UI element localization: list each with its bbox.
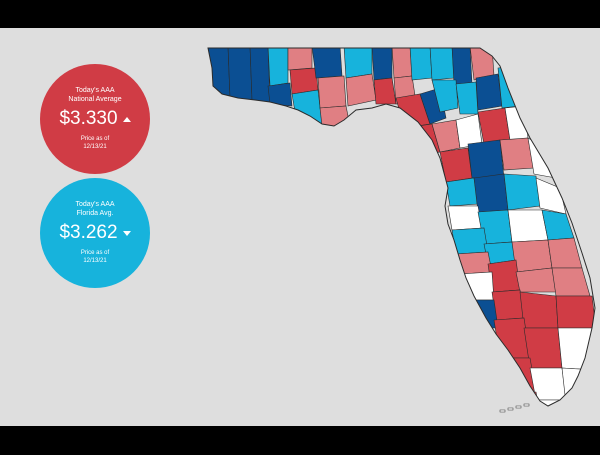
county-region-20 xyxy=(469,48,495,81)
national-asof-date: 12/13/21 xyxy=(83,144,107,150)
florida-average-badge: Today's AAA Florida Avg. $3.262 Price as… xyxy=(40,178,150,288)
florida-price: $3.262 xyxy=(59,222,118,243)
county-region-37 xyxy=(473,173,509,213)
county-region-51 xyxy=(551,267,591,297)
county-region-11 xyxy=(343,48,373,79)
map-panel: Today's AAA National Average $3.330 Pric… xyxy=(0,28,600,426)
county-region-38 xyxy=(503,173,541,211)
county-region-3 xyxy=(267,48,289,87)
price-down-icon xyxy=(122,230,131,236)
county-region-36 xyxy=(445,177,479,207)
county-region-4 xyxy=(267,82,293,107)
county-region-15 xyxy=(391,48,413,79)
national-asof-label: Price as of xyxy=(80,136,110,142)
county-region-30 xyxy=(477,107,511,145)
county-region-9 xyxy=(317,75,347,109)
county-region-56 xyxy=(465,299,499,329)
county-region-1 xyxy=(227,48,253,101)
national-price: $3.330 xyxy=(59,108,118,129)
florida-keys xyxy=(499,403,530,413)
county-region-23 xyxy=(431,79,459,113)
county-region-42 xyxy=(507,209,549,243)
county-region-46 xyxy=(511,239,553,273)
price-up-icon xyxy=(122,116,131,122)
county-region-17 xyxy=(409,48,433,81)
county-region-40 xyxy=(447,205,483,231)
county-region-10 xyxy=(319,105,351,127)
state-outline xyxy=(207,47,596,407)
national-average-badge: Today's AAA National Average $3.330 Pric… xyxy=(40,64,150,174)
florida-caption-line2: Florida Avg. xyxy=(76,210,114,217)
county-region-61 xyxy=(529,367,567,401)
county-region-5 xyxy=(287,48,313,71)
county-region-33 xyxy=(467,139,505,179)
county-region-2 xyxy=(249,48,271,103)
florida-caption: Today's AAA Florida Avg. xyxy=(75,200,114,218)
county-region-13 xyxy=(371,48,393,81)
florida-asof-label: Price as of xyxy=(80,250,110,256)
county-region-26 xyxy=(497,65,521,109)
florida-caption-line1: Today's AAA xyxy=(75,201,115,208)
county-region-14 xyxy=(373,77,397,105)
county-region-43 xyxy=(541,209,575,241)
county-region-55 xyxy=(555,295,595,329)
county-region-54 xyxy=(519,291,559,329)
national-caption: Today's AAA National Average xyxy=(68,86,121,104)
county-region-50 xyxy=(515,267,557,293)
county-region-19 xyxy=(451,48,473,85)
county-region-53 xyxy=(491,289,525,321)
national-caption-line1: Today's AAA xyxy=(75,87,115,94)
national-caption-line2: National Average xyxy=(68,96,122,103)
florida-asof-date: 12/13/21 xyxy=(83,258,107,264)
county-region-25 xyxy=(475,73,503,111)
county-region-24 xyxy=(455,81,479,115)
county-region-8 xyxy=(291,89,323,125)
county-region-6 xyxy=(289,67,319,95)
county-regions xyxy=(208,48,595,406)
florida-county-map xyxy=(207,47,596,413)
county-region-18 xyxy=(429,48,455,81)
county-region-7 xyxy=(311,48,343,79)
county-region-12 xyxy=(345,73,377,107)
county-region-64 xyxy=(535,399,567,406)
county-region-47 xyxy=(547,237,583,269)
